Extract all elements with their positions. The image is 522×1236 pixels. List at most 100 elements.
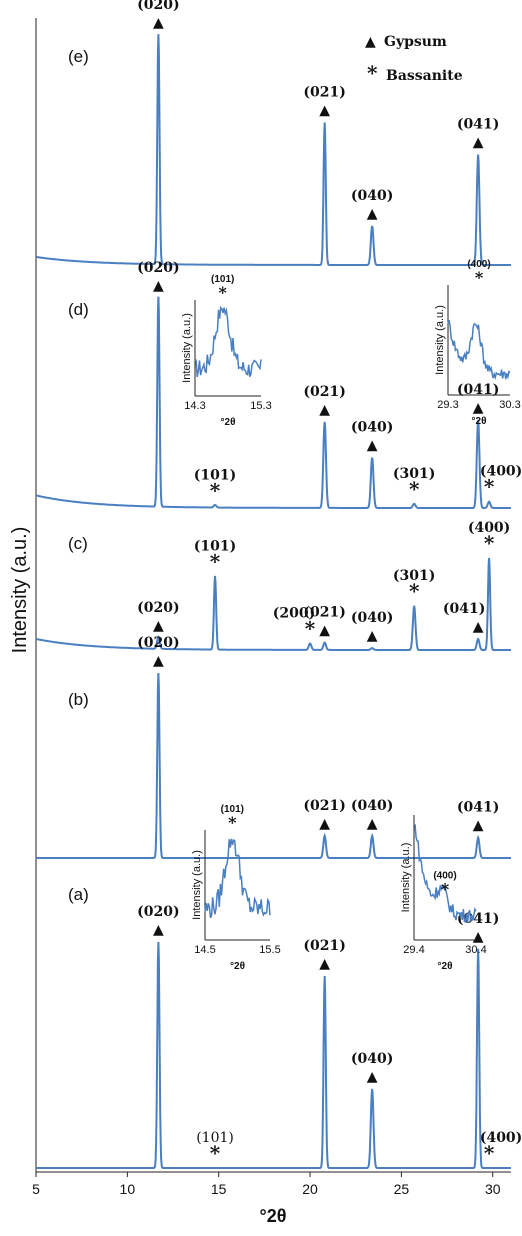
legend-marker-gypsum: ▲ <box>365 34 376 50</box>
peak-hkl-label: (041) <box>457 911 499 927</box>
peak-hkl-label: (040) <box>351 798 393 814</box>
inset-x-label: °2θ <box>221 417 236 428</box>
inset-x-max: 30.3 <box>499 399 520 411</box>
peak-hkl-label: (021) <box>303 938 345 954</box>
legend-label-gypsum: Gypsum <box>384 34 447 50</box>
gypsum-marker: ▲ <box>367 438 378 454</box>
peak-hkl-label: (200) <box>273 606 315 622</box>
inset-y-label: Intensity (a.u.) <box>400 843 412 913</box>
y-axis-title: Intensity (a.u.) <box>9 527 31 654</box>
gypsum-marker: ▲ <box>367 816 378 832</box>
bassanite-marker: * <box>484 531 495 555</box>
inset-x-max: 15.5 <box>259 944 280 956</box>
bassanite-marker: * <box>228 813 237 832</box>
bassanite-marker: * <box>210 478 221 502</box>
gypsum-marker: ▲ <box>473 929 484 945</box>
series-line <box>35 296 511 509</box>
peak-hkl-label: (301) <box>393 466 435 482</box>
bassanite-marker: * <box>409 579 420 603</box>
panel-label: (c) <box>68 534 88 553</box>
peak-hkl-label: (101) <box>196 1130 234 1146</box>
peak-hkl-label: (021) <box>303 605 345 621</box>
panel-label: (e) <box>68 47 89 66</box>
gypsum-marker: ▲ <box>473 619 484 635</box>
inset-x-min: 14.3 <box>184 400 205 412</box>
peak-hkl-label: (020) <box>137 260 179 276</box>
gypsum-marker: ▲ <box>319 623 330 639</box>
inset-peak-label: (400) <box>433 871 456 882</box>
peak-hkl-label: (020) <box>137 600 179 616</box>
gypsum-marker: ▲ <box>153 618 164 634</box>
peak-hkl-label: (040) <box>351 420 393 436</box>
inset-y-label: Intensity (a.u.) <box>434 305 446 375</box>
bassanite-marker: * <box>210 1141 221 1165</box>
gypsum-marker: ▲ <box>367 206 378 222</box>
x-ticks: 5 10 15 20 25 30 <box>32 1172 501 1197</box>
peak-hkl-label: (020) <box>137 904 179 920</box>
peak-hkl-label: (040) <box>351 610 393 626</box>
panel-label: (b) <box>68 690 89 709</box>
inset-peak-label: (101) <box>221 804 244 815</box>
peak-hkl-label: (020) <box>137 0 179 13</box>
gypsum-marker: ▲ <box>473 400 484 416</box>
legend-label-bassanite: Bassanite <box>386 68 463 84</box>
inset-y-label: Intensity (a.u.) <box>181 313 193 383</box>
panel-label: (a) <box>68 885 89 904</box>
x-tick-label: 5 <box>32 1181 40 1197</box>
peak-hkl-label: (400) <box>480 464 522 480</box>
gypsum-marker: ▲ <box>153 653 164 669</box>
peak-hkl-label: (021) <box>303 84 345 100</box>
peak-hkl-label: (040) <box>351 1051 393 1067</box>
inset-series-line <box>194 306 262 378</box>
inset-x-max: 15.3 <box>250 400 271 412</box>
label-layer: (e)▲(020)▲(021)▲(040)▲(041)(d)▲(020)*(10… <box>68 0 522 1165</box>
peak-hkl-label: (400) <box>468 520 510 536</box>
gypsum-marker: ▲ <box>367 1069 378 1085</box>
x-tick-label: 25 <box>394 1181 410 1197</box>
inset-series-line <box>414 824 477 923</box>
gypsum-marker: ▲ <box>319 402 330 418</box>
inset-x-label: °2θ <box>230 961 245 972</box>
inset-y-label: Intensity (a.u.) <box>191 850 203 920</box>
peak-hkl-label: (400) <box>480 1130 522 1146</box>
x-tick-label: 15 <box>211 1181 227 1197</box>
peak-hkl-label: (041) <box>457 382 499 398</box>
peak-hkl-label: (040) <box>351 188 393 204</box>
peak-hkl-label: (041) <box>457 117 499 133</box>
x-axis-title: °2θ <box>260 1206 287 1226</box>
bassanite-marker: * <box>484 475 495 499</box>
x-tick-label: 10 <box>120 1181 136 1197</box>
bassanite-marker: * <box>484 1141 495 1165</box>
inset-x-min: 14.5 <box>194 944 215 956</box>
series-line <box>35 34 511 266</box>
inset: (101)* 14.5 15.5 °2θ Intensity (a.u.) <box>191 804 281 972</box>
peak-hkl-label: (021) <box>303 798 345 814</box>
peak-hkl-label: (041) <box>457 800 499 816</box>
bassanite-marker: * <box>305 617 316 641</box>
legend: ▲ Gypsum * Bassanite <box>365 34 463 85</box>
panel-label: (d) <box>68 300 89 319</box>
gypsum-marker: ▲ <box>153 922 164 938</box>
inset: (400)* 29.4 30.4 °2θ Intensity (a.u.) <box>400 815 487 972</box>
peak-hkl-label: (101) <box>194 538 236 554</box>
series-line <box>35 557 511 651</box>
series-line <box>36 672 511 859</box>
legend-marker-bassanite: * <box>367 61 378 85</box>
inset-x-min: 29.4 <box>403 944 424 956</box>
peak-hkl-label: (020) <box>137 635 179 651</box>
gypsum-marker: ▲ <box>153 15 164 31</box>
inset-peak-label: (101) <box>211 274 234 285</box>
gypsum-marker: ▲ <box>319 956 330 972</box>
inset-x-max: 30.4 <box>465 944 486 956</box>
gypsum-marker: ▲ <box>319 816 330 832</box>
bassanite-marker: * <box>219 283 228 302</box>
peak-hkl-label: (301) <box>393 568 435 584</box>
gypsum-marker: ▲ <box>319 102 330 118</box>
inset-x-label: °2θ <box>438 961 453 972</box>
bassanite-marker: * <box>409 477 420 501</box>
inset: (400)* 29.3 30.3 °2θ Intensity (a.u.) <box>434 259 521 427</box>
gypsum-marker: ▲ <box>367 628 378 644</box>
x-tick-label: 30 <box>485 1181 501 1197</box>
peak-hkl-label: (101) <box>194 467 236 483</box>
